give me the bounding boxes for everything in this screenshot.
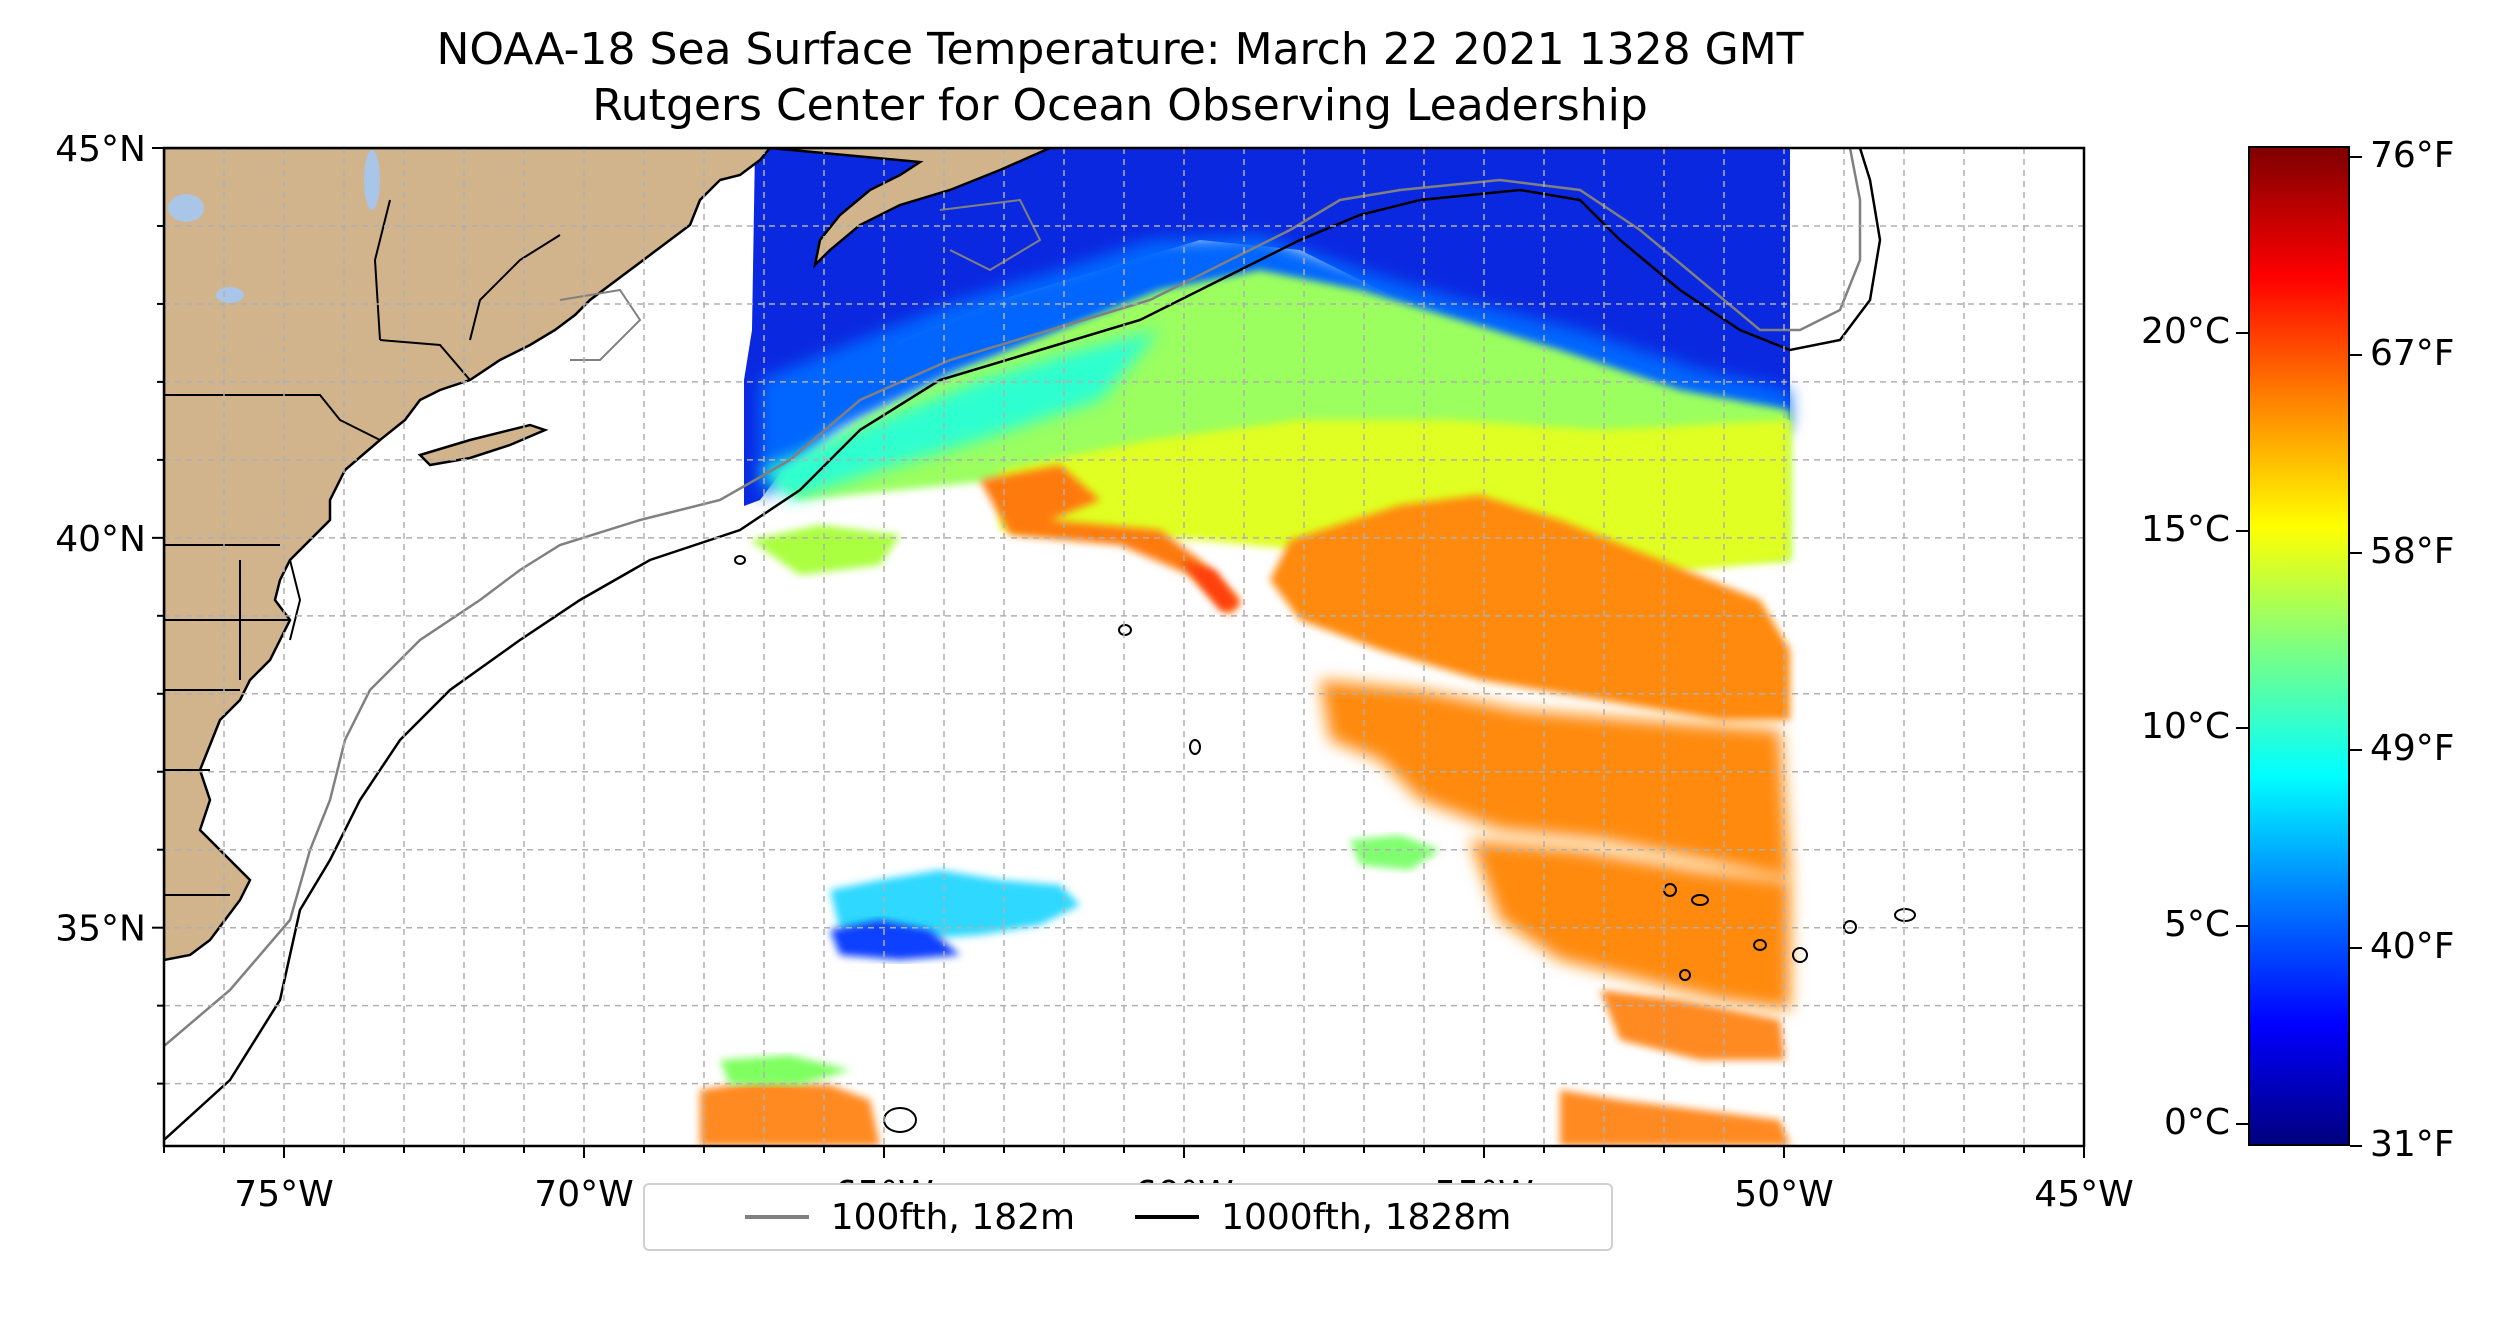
cold-water-region (744, 148, 1790, 506)
nova-scotia-land (769, 148, 1051, 269)
contour-1000fth (164, 148, 1882, 1141)
colorbar-c-tick (2236, 331, 2248, 334)
state-borders (164, 199, 561, 896)
colorbar-f-tick (2350, 155, 2362, 158)
colorbar-c-tick (2236, 925, 2248, 928)
title-line-1: NOAA-18 Sea Surface Temperature: March 2… (436, 24, 1804, 75)
colorbar: 31°F 40°F 49°F 58°F 67°F 76°F 0°C 5°C 10°C 15°C 20… (2141, 135, 2454, 1165)
colorbar-f-label: 67°F (2370, 332, 2455, 374)
map-area (164, 148, 1916, 1146)
x-tick-label: 45°W (2034, 1174, 2133, 1215)
colorbar-c-label: 5°C (2163, 904, 2230, 946)
legend-line-gray (744, 1215, 809, 1219)
colorbar-c-label: 20°C (2141, 310, 2230, 352)
colorbar-f-label: 40°F (2370, 926, 2455, 968)
colorbar-f-label: 31°F (2370, 1124, 2455, 1165)
y-tick-label: 45°N (55, 129, 146, 170)
north-america-land (164, 148, 772, 962)
lake (364, 150, 380, 210)
y-tick-label: 35°N (55, 909, 146, 950)
legend-line-black (1135, 1215, 1200, 1219)
bathymetry-layer (164, 148, 1916, 1141)
colorbar-c-tick (2236, 727, 2248, 730)
colorbar-c-label: 10°C (2141, 706, 2230, 748)
colorbar-c-tick (2236, 1123, 2248, 1126)
colorbar-gradient (2248, 146, 2350, 1146)
colorbar-f-tick (2350, 551, 2362, 554)
colorbar-f-label: 76°F (2370, 135, 2455, 176)
colorbar-f-label: 49°F (2370, 728, 2455, 770)
contour-100fth (164, 148, 1862, 1047)
y-tick-label: 40°N (55, 519, 146, 560)
chart-title: NOAA-18 Sea Surface Temperature: March 2… (160, 22, 2080, 134)
gulf-stream-region (980, 465, 1240, 615)
x-tick-label: 50°W (1734, 1174, 1833, 1215)
x-tick-label: 75°W (234, 1174, 333, 1215)
colorbar-f-tick (2350, 749, 2362, 752)
sst-data-layer (700, 148, 1790, 1146)
colorbar-f-tick (2350, 353, 2362, 356)
warm-patch-southwest (700, 1080, 880, 1146)
legend-entry-100fth: 100fth, 182m (744, 1196, 1076, 1238)
legend: 100fth, 182m 1000fth, 1828m (643, 1183, 1613, 1251)
colorbar-f-tick (2350, 947, 2362, 950)
land-layer (164, 148, 1051, 962)
lake (216, 287, 244, 303)
long-island-land (417, 423, 549, 467)
map-axes: 75°W70°W65°W60°W55°W50°W45°W45°N40°N35°N (55, 129, 2133, 1215)
x-tick-label: 70°W (534, 1174, 633, 1215)
title-line-2: Rutgers Center for Ocean Observing Leade… (592, 80, 1648, 131)
colorbar-c-tick (2236, 529, 2248, 532)
lake (168, 194, 204, 222)
colorbar-f-tick (2350, 1145, 2362, 1147)
colorbar-c-label: 15°C (2141, 508, 2230, 550)
colorbar-f-label: 58°F (2370, 530, 2455, 572)
legend-label-1000fth: 1000fth, 1828m (1221, 1196, 1512, 1238)
legend-entry-1000fth: 1000fth, 1828m (1135, 1197, 1511, 1238)
legend-label-100fth: 100fth, 182m (830, 1196, 1076, 1238)
colorbar-c-label: 0°C (2163, 1102, 2230, 1144)
